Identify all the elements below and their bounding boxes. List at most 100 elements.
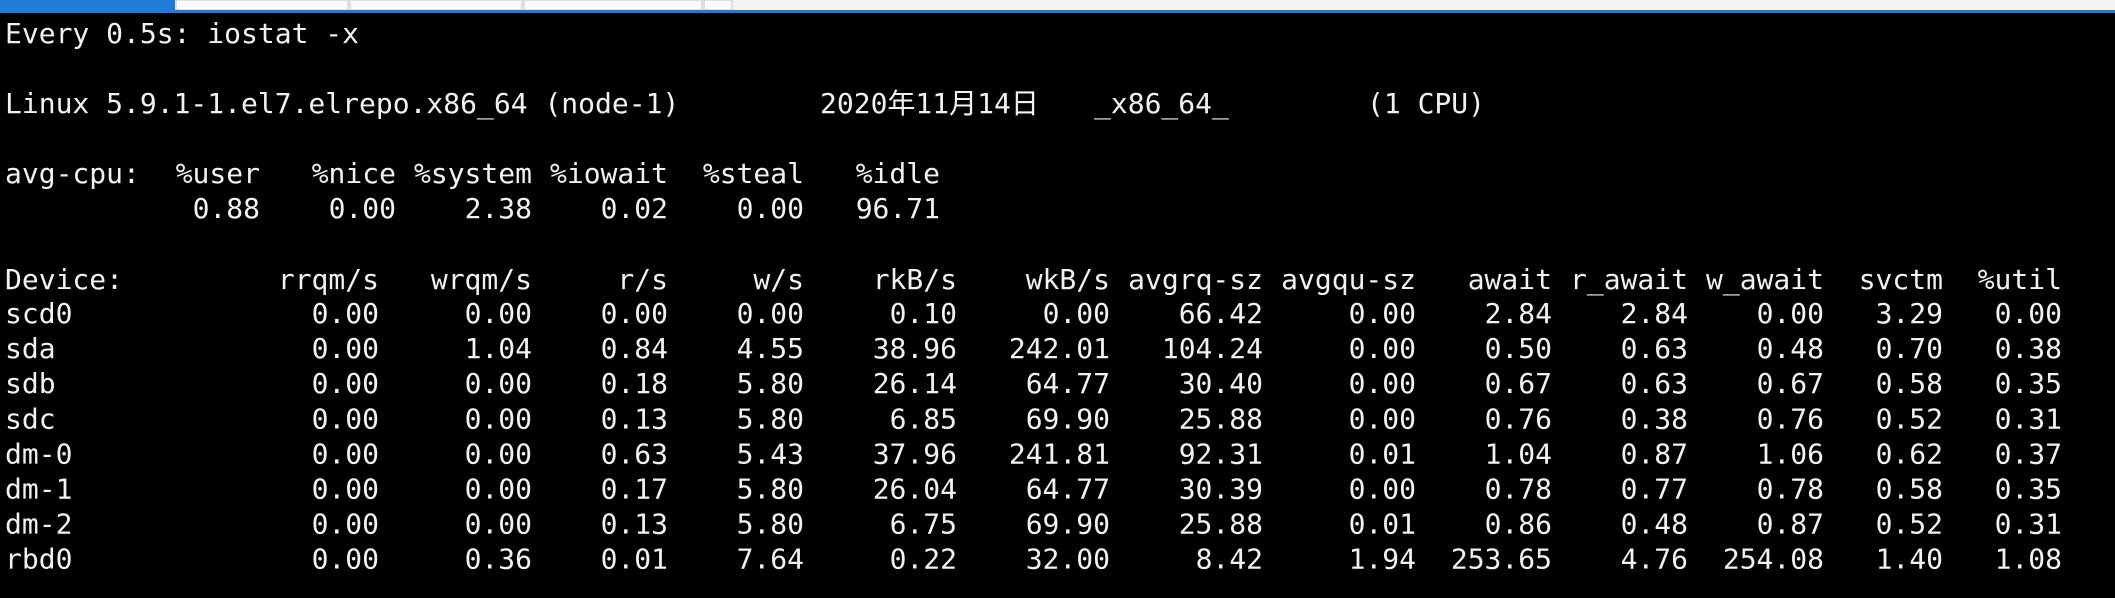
device-stat: 0.00 [1349, 473, 1416, 506]
device-stat: 253.65 [1451, 543, 1552, 576]
device-stat: 25.88 [1179, 402, 1263, 435]
device-column-header: r_await [1570, 263, 1688, 297]
device-stat: 0.87 [1757, 508, 1824, 541]
device-stat: 66.42 [1179, 297, 1263, 330]
cpu-value: 0.88 [193, 192, 260, 225]
device-stat: 5.80 [737, 508, 804, 541]
device-column-header: %util [1978, 263, 2062, 296]
device-stat: 0.63 [1621, 332, 1688, 365]
device-stat: 0.00 [465, 473, 532, 506]
device-stat: 0.01 [1349, 437, 1416, 470]
device-label: Device: [5, 263, 123, 296]
device-stat: 0.00 [465, 367, 532, 400]
device-column-header: await [1468, 263, 1552, 296]
device-stat: 7.64 [737, 543, 804, 576]
tab[interactable] [349, 0, 523, 11]
tab[interactable] [523, 0, 703, 11]
device-stat: 0.00 [312, 473, 379, 506]
device-stat: 64.77 [1026, 367, 1110, 400]
device-stat: 0.00 [1349, 402, 1416, 435]
device-stat: 30.40 [1179, 367, 1263, 400]
cpu-value: 2.38 [465, 192, 532, 225]
device-stat: 26.04 [873, 473, 957, 506]
device-stat: 0.38 [1621, 402, 1688, 435]
device-stat: 30.39 [1179, 473, 1263, 506]
cpu-label: avg-cpu: [5, 157, 140, 190]
device-stat: 0.78 [1757, 473, 1824, 506]
device-stat: 1.04 [1485, 437, 1552, 470]
device-stat: 0.58 [1876, 367, 1943, 400]
device-stat: 0.63 [601, 437, 668, 470]
device-stat: 2.84 [1621, 297, 1688, 330]
device-stat: 0.67 [1757, 367, 1824, 400]
device-stat: 0.52 [1876, 508, 1943, 541]
cpu-column-header: %user [176, 157, 260, 190]
device-name: sda [5, 332, 56, 365]
device-stat: 0.00 [312, 297, 379, 330]
cpu-value: 96.71 [856, 192, 940, 225]
cpu-column-header: %system [414, 157, 532, 190]
device-stat: 0.00 [465, 297, 532, 330]
device-stat: 0.00 [465, 437, 532, 470]
device-column-header: svctm [1859, 263, 1943, 296]
tab[interactable] [703, 0, 733, 11]
device-stat: 0.35 [1995, 473, 2062, 506]
device-stat: 0.86 [1485, 508, 1552, 541]
device-stat: 0.00 [465, 508, 532, 541]
device-stat: 0.48 [1621, 508, 1688, 541]
device-stat: 4.76 [1621, 543, 1688, 576]
device-stat: 37.96 [873, 437, 957, 470]
device-stat: 32.00 [1026, 543, 1110, 576]
device-stat: 25.88 [1179, 508, 1263, 541]
device-stat: 0.37 [1995, 437, 2062, 470]
cpu-count: (1 CPU) [1367, 87, 1485, 120]
device-column-header: wrqm/s [431, 263, 532, 296]
device-stat: 0.67 [1485, 367, 1552, 400]
device-column-header: wkB/s [1026, 263, 1110, 296]
device-stat: 0.31 [1995, 508, 2062, 541]
device-stat: 0.38 [1995, 332, 2062, 365]
tab[interactable] [175, 0, 349, 11]
device-column-header: r/s [617, 263, 668, 296]
device-stat: 0.76 [1757, 402, 1824, 435]
device-stat: 6.85 [890, 402, 957, 435]
device-stat: 0.00 [312, 437, 379, 470]
device-stat: 38.96 [873, 332, 957, 365]
device-stat: 0.13 [601, 402, 668, 435]
device-name: dm-0 [5, 437, 72, 470]
device-column-header: rrqm/s [278, 263, 379, 296]
device-column-header: rkB/s [873, 263, 957, 296]
device-stat: 4.55 [737, 332, 804, 365]
device-stat: 0.00 [312, 508, 379, 541]
device-stat: 69.90 [1026, 508, 1110, 541]
device-stat: 0.58 [1876, 473, 1943, 506]
kernel-info: Linux 5.9.1-1.el7.elrepo.x86_64 (node-1) [5, 87, 679, 121]
device-stat: 5.80 [737, 367, 804, 400]
device-stat: 0.00 [1349, 297, 1416, 330]
device-stat: 8.42 [1196, 543, 1263, 576]
device-stat: 0.70 [1876, 332, 1943, 365]
device-stat: 5.43 [737, 437, 804, 470]
device-name: rbd0 [5, 543, 72, 576]
device-name: dm-1 [5, 473, 72, 506]
cpu-column-header: %steal [703, 157, 804, 190]
device-stat: 5.80 [737, 473, 804, 506]
device-stat: 26.14 [873, 367, 957, 400]
cpu-column-header: %nice [312, 157, 396, 190]
device-stat: 0.00 [1349, 332, 1416, 365]
device-stat: 69.90 [1026, 402, 1110, 435]
cpu-column-header: %iowait [550, 157, 668, 190]
device-stat: 0.00 [312, 367, 379, 400]
device-stat: 0.10 [890, 297, 957, 330]
device-stat: 241.81 [1009, 437, 1110, 470]
device-stat: 0.77 [1621, 473, 1688, 506]
cpu-value: 0.00 [329, 192, 396, 225]
device-stat: 0.78 [1485, 473, 1552, 506]
active-tab[interactable] [0, 0, 175, 10]
device-stat: 0.00 [312, 332, 379, 365]
device-stat: 2.84 [1485, 297, 1552, 330]
device-stat: 0.50 [1485, 332, 1552, 365]
device-name: dm-2 [5, 508, 72, 541]
device-stat: 64.77 [1026, 473, 1110, 506]
